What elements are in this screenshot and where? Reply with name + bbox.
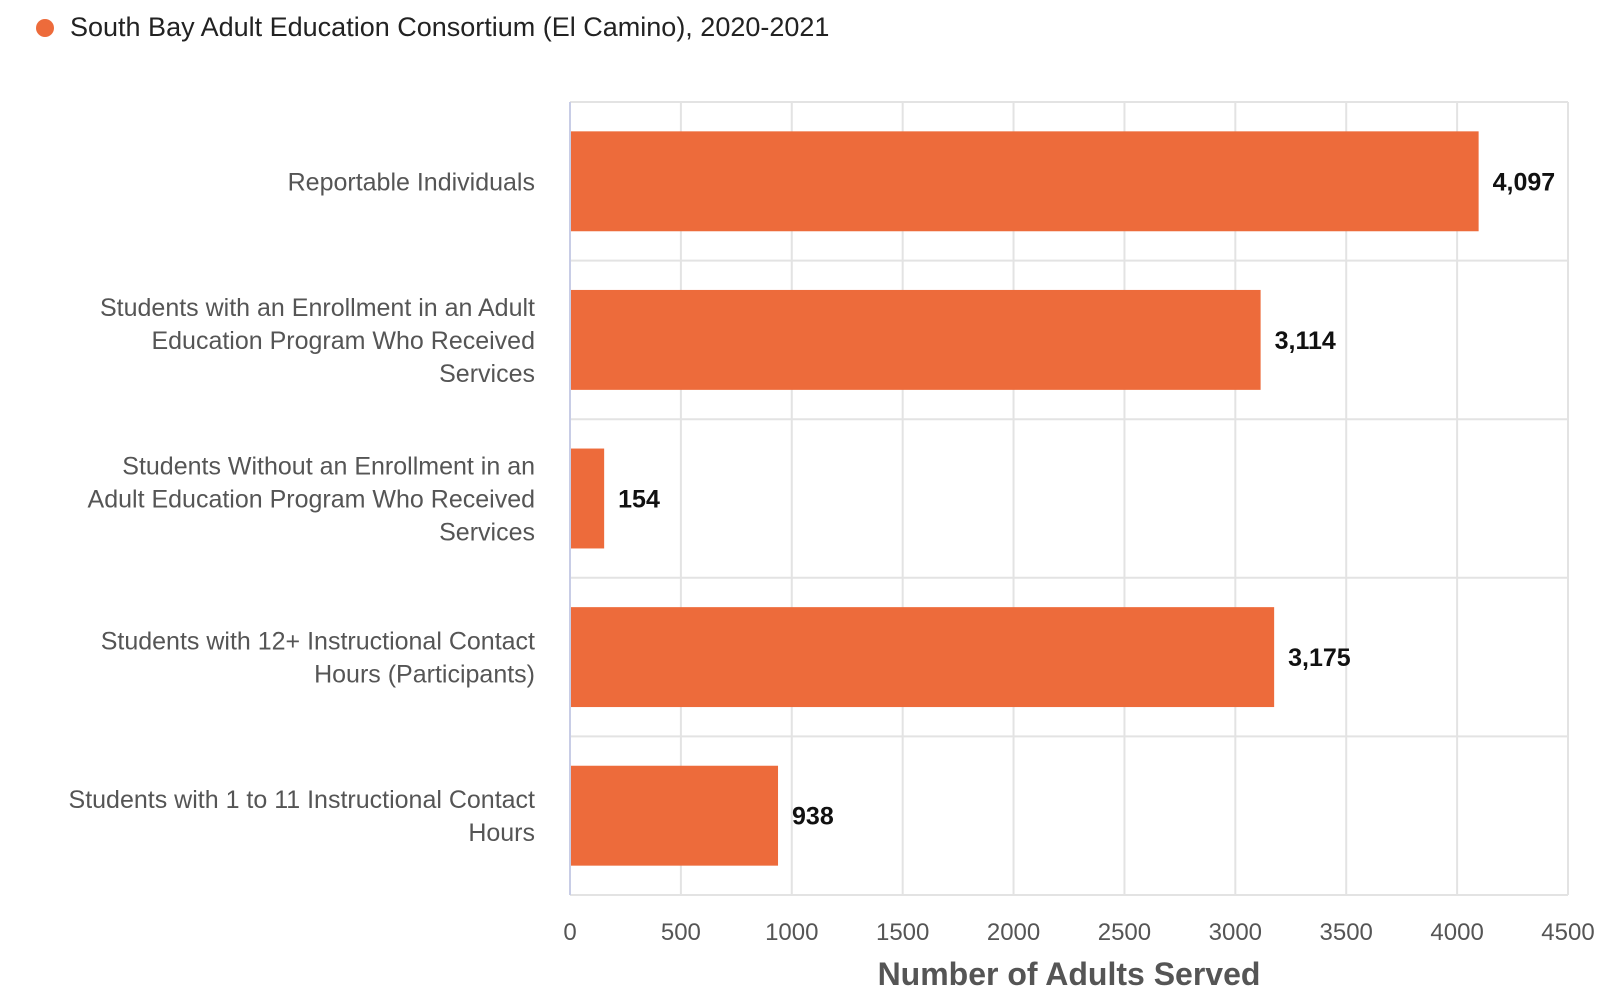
category-label: Services bbox=[439, 519, 535, 547]
bar[interactable] bbox=[571, 765, 779, 866]
bar[interactable] bbox=[571, 607, 1275, 708]
category-label: Adult Education Program Who Received bbox=[88, 486, 535, 514]
x-tick-label: 1500 bbox=[876, 919, 929, 946]
bar[interactable] bbox=[571, 131, 1479, 232]
bar-value-label: 3,175 bbox=[1288, 644, 1351, 672]
bar[interactable] bbox=[571, 448, 605, 549]
x-tick-label: 4000 bbox=[1430, 919, 1483, 946]
bar[interactable] bbox=[571, 289, 1261, 390]
category-label: Hours bbox=[468, 819, 535, 847]
x-tick-label: 4500 bbox=[1541, 919, 1594, 946]
x-tick-label: 2000 bbox=[987, 919, 1040, 946]
category-label: Education Program Who Received bbox=[151, 327, 535, 355]
bar-value-label: 3,114 bbox=[1275, 327, 1336, 355]
category-label: Hours (Participants) bbox=[314, 661, 535, 689]
category-label: Services bbox=[439, 360, 535, 388]
x-tick-label: 3000 bbox=[1209, 919, 1262, 946]
x-axis-title: Number of Adults Served bbox=[878, 956, 1261, 992]
x-tick-label: 1000 bbox=[765, 919, 818, 946]
legend[interactable]: South Bay Adult Education Consortium (El… bbox=[36, 12, 829, 43]
x-tick-label: 500 bbox=[661, 919, 701, 946]
x-tick-label: 3500 bbox=[1320, 919, 1373, 946]
category-label: Students with 12+ Instructional Contact bbox=[101, 628, 535, 656]
category-label: Students Without an Enrollment in an bbox=[122, 453, 535, 481]
bar-value-label: 938 bbox=[792, 803, 834, 831]
bar-value-label: 154 bbox=[618, 486, 660, 514]
category-label: Students with 1 to 11 Instructional Cont… bbox=[69, 786, 536, 814]
legend-label: South Bay Adult Education Consortium (El… bbox=[70, 12, 830, 42]
category-label: Students with an Enrollment in an Adult bbox=[100, 294, 535, 322]
legend-marker bbox=[36, 18, 54, 37]
x-tick-label: 2500 bbox=[1098, 919, 1151, 946]
category-label: Reportable Individuals bbox=[288, 168, 535, 196]
x-tick-label: 0 bbox=[563, 919, 576, 946]
bar-value-label: 4,097 bbox=[1493, 168, 1556, 196]
